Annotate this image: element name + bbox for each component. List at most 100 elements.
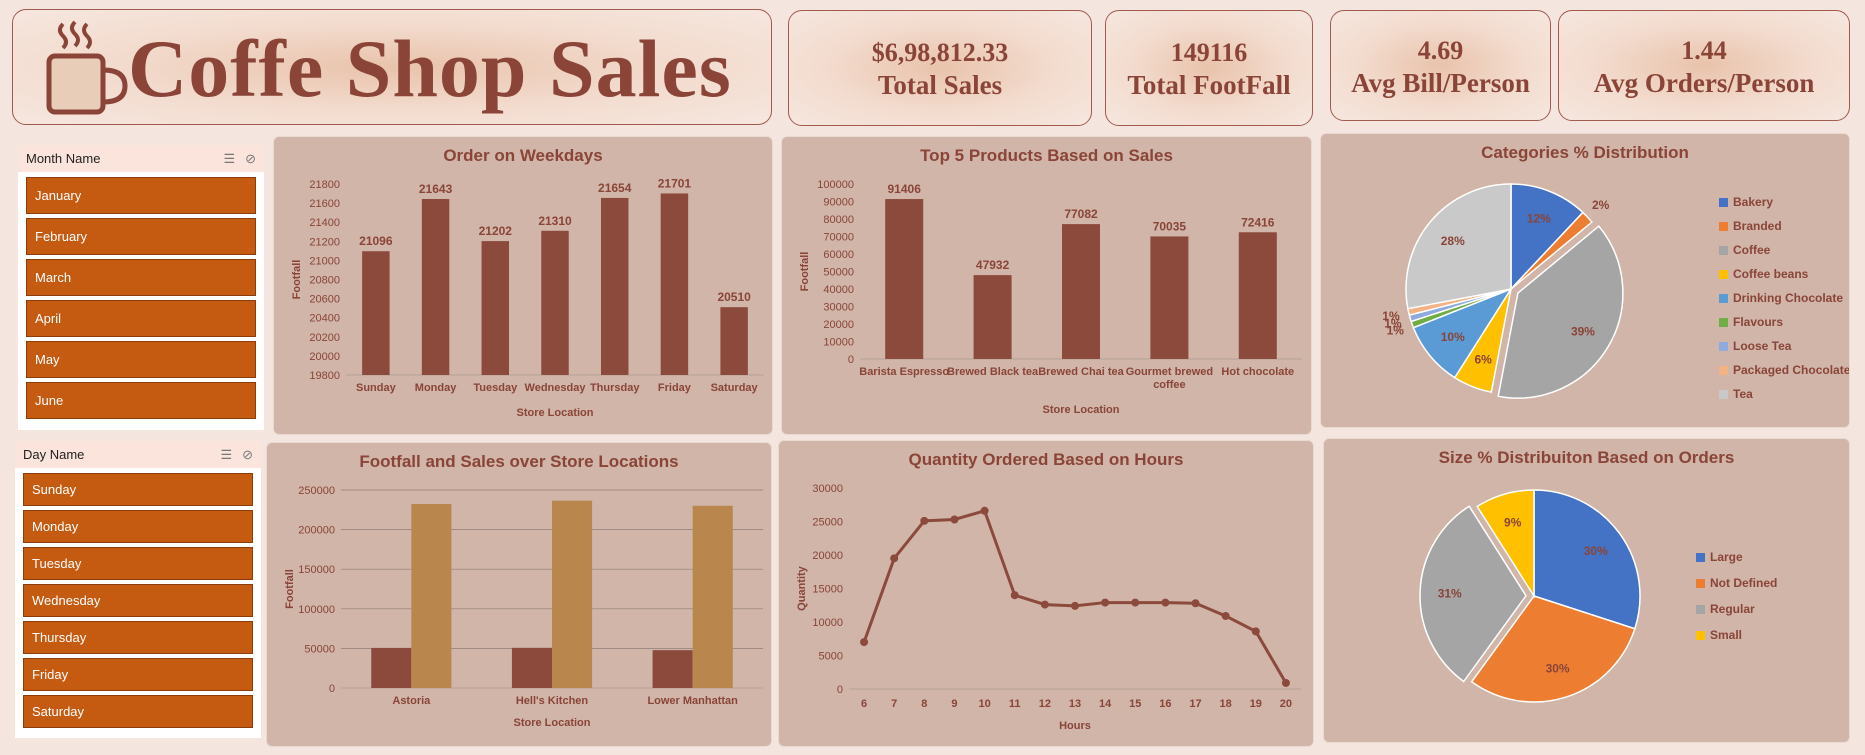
bar-barista-espresso bbox=[885, 199, 924, 359]
bar-lower-manhattan-s1 bbox=[652, 650, 693, 688]
slicer-item-thursday[interactable]: Thursday bbox=[23, 621, 253, 654]
bar-brewed-chai-tea bbox=[1061, 224, 1101, 359]
data-label: 21701 bbox=[658, 176, 692, 190]
slice-label: 39% bbox=[1571, 325, 1595, 339]
legend-label-drinking-chocolate: Drinking Chocolate bbox=[1733, 291, 1843, 305]
kpi-label: Avg Orders/Person bbox=[1593, 68, 1815, 98]
multi-select-icon[interactable]: ☰ bbox=[223, 150, 236, 166]
y-tick-label: 20200 bbox=[309, 332, 340, 344]
point-hour-15 bbox=[1131, 598, 1140, 607]
day-slicer: Day Name ☰ ⊘ Sunday Monday Tuesday Wedne… bbox=[15, 441, 261, 738]
x-tick-label: 9 bbox=[951, 698, 957, 710]
y-tick-label: 21200 bbox=[309, 236, 340, 248]
y-tick-label: 20400 bbox=[309, 313, 340, 325]
slicer-item-january[interactable]: January bbox=[26, 177, 256, 214]
legend-label-branded: Branded bbox=[1733, 219, 1782, 233]
slice-label: 28% bbox=[1441, 234, 1465, 248]
chart-title: Footfall and Sales over Store Locations bbox=[359, 452, 679, 471]
legend-label-regular: Regular bbox=[1710, 602, 1755, 616]
bar-hell-s-kitchen-s2 bbox=[552, 500, 593, 688]
y-tick-label: 20800 bbox=[309, 275, 340, 287]
x-tick-label: 15 bbox=[1129, 698, 1141, 710]
bar-astoria-s1 bbox=[371, 647, 412, 688]
bar-astoria-s2 bbox=[411, 504, 452, 688]
slicer-item-monday[interactable]: Monday bbox=[23, 510, 253, 543]
slice-label: 1% bbox=[1382, 309, 1400, 323]
bar-monday bbox=[421, 198, 450, 375]
store-locations-svg: 0 50000 100000 150000 200000 250000 Astoria Hel… bbox=[284, 485, 763, 729]
point-hour-20 bbox=[1281, 678, 1290, 687]
bar-tuesday bbox=[481, 241, 510, 375]
y-tick-label: 20600 bbox=[309, 294, 340, 306]
legend-label-large: Large bbox=[1710, 550, 1743, 564]
y-tick-label: 100000 bbox=[298, 604, 335, 616]
slicer-item-february[interactable]: February bbox=[26, 218, 256, 255]
x-tick-label: Saturday bbox=[711, 382, 759, 394]
size-pie-chart: Size % Distribuiton Based on Orders 30% 3… bbox=[1323, 438, 1850, 743]
x-tick-label: Gourmet brewed bbox=[1126, 366, 1213, 378]
bar-thursday bbox=[600, 197, 629, 375]
x-tick-label: 17 bbox=[1189, 698, 1201, 710]
y-tick-label: 0 bbox=[837, 684, 843, 696]
slicer-item-saturday[interactable]: Saturday bbox=[23, 695, 253, 728]
x-tick-label: Astoria bbox=[392, 695, 431, 707]
point-hour-10 bbox=[980, 506, 989, 515]
slicer-item-march[interactable]: March bbox=[26, 259, 256, 296]
top-products-svg: 0 10000 20000 30000 40000 50000 60000 70000 8000… bbox=[799, 179, 1302, 416]
slice-label: 30% bbox=[1584, 544, 1608, 558]
x-axis-title: Store Location bbox=[516, 407, 593, 419]
slice-label: 1% bbox=[1387, 324, 1405, 338]
point-hour-14 bbox=[1101, 598, 1110, 607]
y-tick-label: 10000 bbox=[812, 617, 843, 629]
size-pie-svg: 30% 30% 31% 9% Large Not Defined Regular Small bbox=[1419, 489, 1777, 703]
x-tick-label: 10 bbox=[978, 698, 990, 710]
point-hour-8 bbox=[920, 516, 929, 525]
chart-title: Size % Distribuiton Based on Orders bbox=[1438, 448, 1735, 467]
legend-swatch bbox=[1719, 342, 1728, 351]
legend-swatch bbox=[1719, 294, 1728, 303]
slicer-item-june[interactable]: June bbox=[26, 382, 256, 419]
point-hour-7 bbox=[890, 554, 899, 563]
y-tick-label: 50000 bbox=[823, 267, 854, 279]
slicer-item-sunday[interactable]: Sunday bbox=[23, 473, 253, 506]
point-hour-19 bbox=[1251, 627, 1260, 636]
y-tick-label: 80000 bbox=[823, 214, 854, 226]
y-tick-label: 150000 bbox=[298, 564, 335, 576]
kpi-value: 149116 bbox=[1170, 38, 1248, 67]
slice-tea bbox=[1405, 183, 1512, 310]
y-tick-label: 15000 bbox=[812, 584, 843, 596]
month-slicer-header: Month Name ☰ ⊘ bbox=[18, 145, 264, 172]
categories-pie-svg: 12% 2% 39% 6% 10% 1%1%1% 28% Bakery Branded Coffe… bbox=[1382, 183, 1849, 401]
legend-swatch bbox=[1696, 605, 1705, 614]
slicer-item-may[interactable]: May bbox=[26, 341, 256, 378]
kpi-total-sales: $6,98,812.33 Total Sales bbox=[788, 10, 1092, 126]
slicer-item-wednesday[interactable]: Wednesday bbox=[23, 584, 253, 617]
x-tick-label: 20 bbox=[1280, 698, 1292, 710]
legend-swatch bbox=[1719, 270, 1728, 279]
slicer-item-april[interactable]: April bbox=[26, 300, 256, 337]
coffee-cup-icon bbox=[46, 20, 128, 115]
weekday-orders-chart: Order on Weekdays 19800 20000 20200 20400 20… bbox=[273, 136, 773, 435]
slicer-item-tuesday[interactable]: Tuesday bbox=[23, 547, 253, 580]
store-locations-chart: Footfall and Sales over Store Locations … bbox=[266, 442, 772, 747]
clear-filter-icon[interactable]: ⊘ bbox=[242, 446, 253, 462]
x-tick-label: Wednesday bbox=[525, 382, 587, 394]
slice-label: 9% bbox=[1504, 516, 1522, 530]
hourly-quantity-svg: 0 5000 10000 15000 20000 25000 30000 6 7 8 9 10 11 12… bbox=[796, 483, 1301, 732]
data-label: 20510 bbox=[717, 290, 751, 304]
x-axis-title: Hours bbox=[1059, 720, 1091, 732]
data-label: 21654 bbox=[598, 181, 632, 195]
point-hour-9 bbox=[950, 515, 959, 524]
x-tick-label: 6 bbox=[861, 698, 867, 710]
slicer-item-friday[interactable]: Friday bbox=[23, 658, 253, 691]
x-tick-label: 7 bbox=[891, 698, 897, 710]
bar-sunday bbox=[362, 251, 390, 375]
y-tick-label: 21800 bbox=[309, 179, 340, 191]
legend-swatch bbox=[1719, 198, 1728, 207]
multi-select-icon[interactable]: ☰ bbox=[220, 446, 233, 462]
y-tick-label: 21000 bbox=[309, 255, 340, 267]
clear-filter-icon[interactable]: ⊘ bbox=[245, 150, 256, 166]
day-slicer-header: Day Name ☰ ⊘ bbox=[15, 441, 261, 468]
slice-branded bbox=[1510, 211, 1593, 290]
slice-bakery bbox=[1510, 183, 1584, 291]
